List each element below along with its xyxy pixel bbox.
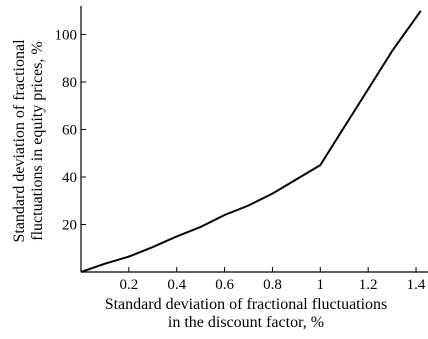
y-tick-label: 60 <box>62 123 77 139</box>
x-axis-label-line-1: Standard deviation of fractional fluctua… <box>105 296 388 313</box>
x-tick-label: 0.6 <box>215 277 234 293</box>
y-axis-label-line-1: Standard deviation of fractional <box>11 39 28 243</box>
x-ticks: 0.2 0.4 0.6 0.8 1 1.2 1.4 <box>119 267 426 293</box>
x-tick-label: 1.4 <box>407 277 426 293</box>
y-tick-label: 80 <box>62 75 77 91</box>
y-tick-label: 20 <box>62 218 77 234</box>
y-axis-label-line-2: fluctuations in equity prices, % <box>29 41 46 241</box>
x-axis-label-line-2: in the discount factor, % <box>168 314 324 331</box>
y-ticks: 20 40 60 80 100 <box>55 28 86 234</box>
x-tick-label: 0.4 <box>167 277 186 293</box>
axes <box>80 6 428 273</box>
x-tick-label: 1 <box>317 277 325 293</box>
series-line <box>80 10 422 273</box>
y-tick-label: 100 <box>55 28 78 44</box>
y-tick-label: 40 <box>62 170 77 186</box>
x-tick-label: 0.2 <box>119 277 138 293</box>
x-tick-label: 0.8 <box>263 277 282 293</box>
x-tick-label: 1.2 <box>359 277 378 293</box>
